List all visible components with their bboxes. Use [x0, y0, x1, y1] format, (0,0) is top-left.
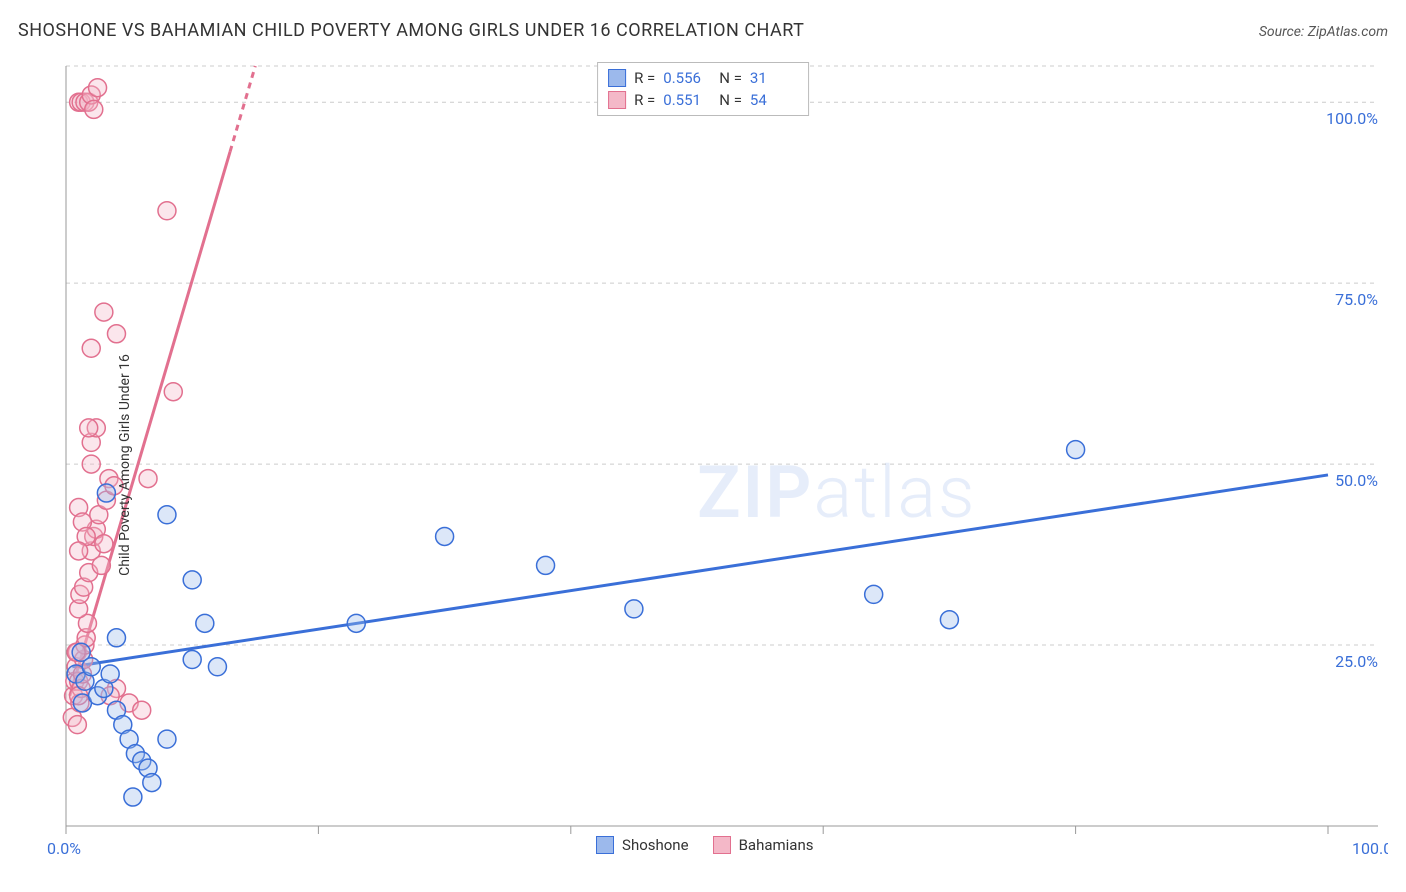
y-tick-label: 100.0%: [1326, 109, 1378, 128]
scatter-point: [68, 716, 86, 734]
x-tick-label: 0.0%: [47, 839, 81, 858]
legend-series-label: Shoshone: [622, 836, 689, 854]
legend-series-item: Bahamians: [713, 836, 814, 854]
legend-swatch: [713, 836, 731, 854]
scatter-point: [97, 484, 115, 502]
y-tick-label: 25.0%: [1335, 652, 1378, 671]
chart-title: SHOSHONE VS BAHAMIAN CHILD POVERTY AMONG…: [18, 20, 804, 41]
scatter-point: [625, 600, 643, 618]
scatter-point: [107, 629, 125, 647]
scatter-point: [82, 455, 100, 473]
x-tick-label: 100.0%: [1352, 839, 1388, 858]
scatter-point: [183, 571, 201, 589]
scatter-point: [85, 100, 103, 118]
scatter-point: [124, 788, 142, 806]
y-tick-label: 75.0%: [1335, 290, 1378, 309]
scatter-point: [158, 506, 176, 524]
legend-n-value: 31: [750, 69, 798, 87]
source-label: Source: ZipAtlas.com: [1259, 24, 1388, 40]
scatter-point: [70, 542, 88, 560]
legend-series-item: Shoshone: [596, 836, 689, 854]
scatter-point: [940, 611, 958, 629]
legend-stats-box: R = 0.556 N = 31 R = 0.551 N = 54: [597, 62, 809, 116]
scatter-point: [164, 383, 182, 401]
legend-stats-row: R = 0.551 N = 54: [608, 89, 798, 111]
scatter-point: [95, 535, 113, 553]
scatter-point: [183, 651, 201, 669]
legend-r-value: 0.556: [663, 69, 711, 87]
scatter-point: [139, 470, 157, 488]
legend-swatch: [596, 836, 614, 854]
scatter-point: [133, 701, 151, 719]
y-tick-label: 50.0%: [1335, 471, 1378, 490]
trend-line-dashed: [230, 66, 255, 152]
y-axis-label: Child Poverty Among Girls Under 16: [117, 354, 133, 576]
legend-r-value: 0.551: [663, 91, 711, 109]
legend-n-label: N =: [719, 69, 742, 87]
scatter-point: [89, 79, 107, 97]
header-row: SHOSHONE VS BAHAMIAN CHILD POVERTY AMONG…: [18, 20, 1388, 41]
scatter-point: [82, 658, 100, 676]
scatter-point: [865, 585, 883, 603]
scatter-point: [208, 658, 226, 676]
scatter-point: [82, 339, 100, 357]
legend-series: Shoshone Bahamians: [596, 836, 813, 854]
scatter-chart-svg: 25.0% 50.0% 75.0% 100.0% 0.0% 100.0%: [18, 56, 1388, 874]
scatter-point: [537, 556, 555, 574]
legend-r-label: R =: [634, 69, 655, 87]
legend-swatch: [608, 91, 626, 109]
legend-series-label: Bahamians: [739, 836, 814, 854]
scatter-point: [92, 556, 110, 574]
scatter-point: [80, 419, 98, 437]
legend-r-label: R =: [634, 91, 655, 109]
scatter-point: [143, 774, 161, 792]
chart-container: Child Poverty Among Girls Under 16 25.0%…: [18, 56, 1388, 874]
scatter-point: [347, 614, 365, 632]
scatter-point: [95, 303, 113, 321]
scatter-point: [196, 614, 214, 632]
trend-line: [72, 475, 1328, 667]
scatter-point: [158, 202, 176, 220]
scatter-point: [1067, 441, 1085, 459]
scatter-point: [101, 665, 119, 683]
legend-n-label: N =: [719, 91, 742, 109]
scatter-point: [107, 325, 125, 343]
legend-swatch: [608, 69, 626, 87]
legend-stats-row: R = 0.556 N = 31: [608, 67, 798, 89]
scatter-point: [158, 730, 176, 748]
legend-n-value: 54: [750, 91, 798, 109]
scatter-point: [436, 527, 454, 545]
